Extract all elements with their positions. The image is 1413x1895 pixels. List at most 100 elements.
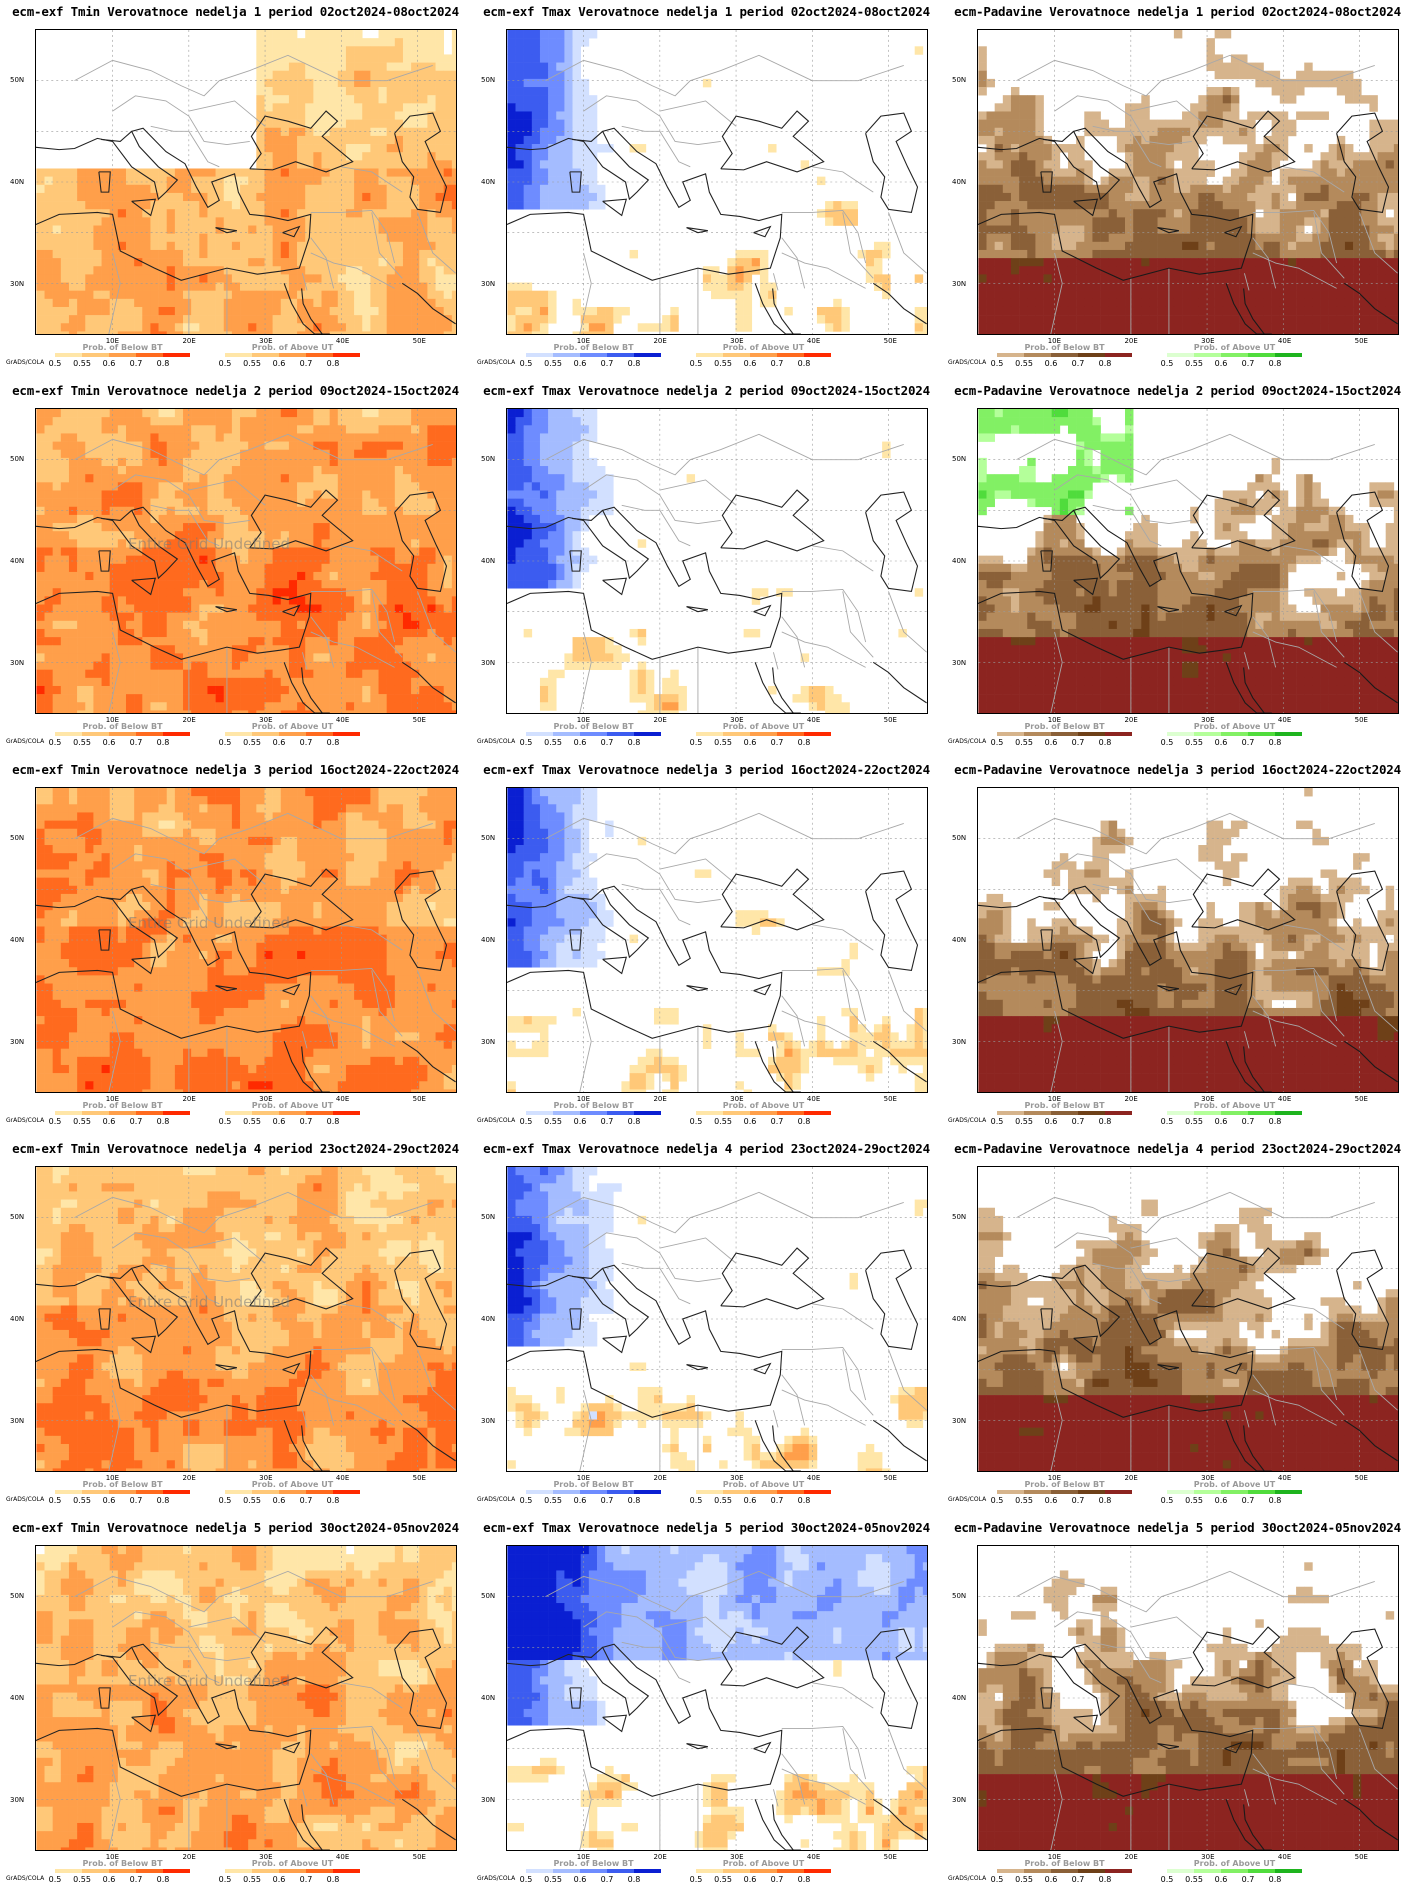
longitude-label: 20E [1124, 1095, 1138, 1103]
longitude-label: 20E [653, 1474, 667, 1482]
legend-swatch [1105, 1111, 1132, 1115]
legend-swatch [1275, 1111, 1302, 1115]
legend-swatch [109, 1869, 136, 1873]
legend-swatch [225, 353, 252, 357]
legend-tick: 0.5 [689, 1117, 703, 1126]
latitude-label: 50N [481, 76, 496, 84]
legend-tick: 0.6 [1214, 1496, 1228, 1505]
legend-swatch [1275, 353, 1302, 357]
legend-swatch [696, 732, 723, 736]
longitude-label: 40E [335, 1474, 350, 1482]
legend-tick: 0.7 [129, 1875, 143, 1884]
legend-tick: 0.8 [1098, 359, 1112, 368]
legend-tick: 0.8 [1268, 1496, 1282, 1505]
legend-swatch [526, 1490, 553, 1494]
legend-tick: 0.6 [1214, 1117, 1228, 1126]
forecast-map [977, 29, 1399, 335]
legend-tick: 0.55 [73, 1117, 91, 1126]
legend-tick: 0.5 [519, 359, 533, 368]
legend-swatch [252, 353, 279, 357]
longitude-label: 10E [105, 716, 120, 724]
legend-swatch [1194, 1490, 1221, 1494]
legend-tick: 0.6 [1044, 359, 1058, 368]
country-borders [74, 812, 456, 1092]
legend-swatch [163, 1869, 190, 1873]
legend-tick: 0.6 [1214, 1875, 1228, 1884]
legend-tick: 0.6 [573, 1875, 587, 1884]
latitude-label: 30N [481, 1417, 496, 1425]
legend-tick: 0.8 [326, 1875, 340, 1884]
legend-tick: 0.5 [1160, 359, 1174, 368]
legend-tick: 0.6 [102, 1117, 116, 1126]
longitude-label: 30E [730, 716, 744, 724]
legend-tick: 0.5 [218, 1496, 232, 1505]
legend-tick: 0.6 [573, 359, 587, 368]
legend-tick: 0.7 [1071, 359, 1085, 368]
legend-swatch [1078, 1490, 1105, 1494]
panel-title: ecm-Padavine Verovatnoce nedelja 3 perio… [954, 762, 1401, 777]
legend-tick: 0.5 [1160, 738, 1174, 747]
coastlines [978, 110, 1398, 334]
longitude-label: 30E [259, 337, 273, 345]
latitude-label: 40N [10, 557, 25, 565]
longitude-label: 40E [335, 1095, 350, 1103]
latitude-label: 40N [481, 936, 496, 944]
legend-swatch [55, 353, 82, 357]
longitude-label: 10E [576, 1095, 591, 1103]
legend-tick: 0.7 [600, 359, 614, 368]
legend-tick: 0.8 [797, 359, 811, 368]
longitude-label: 50E [1354, 1853, 1368, 1861]
below-probability-legend: Prob. of Below BT 0.5 0.55 0.6 0.7 0.8 [991, 1859, 1132, 1887]
latitude-label: 30N [952, 1796, 967, 1804]
above-probability-legend: Prob. of Above UT 0.5 0.55 0.6 0.7 0.8 [690, 1480, 831, 1508]
legend-tick: 0.5 [689, 738, 703, 747]
legend-color-ramp [1167, 1869, 1302, 1873]
legend-tick: 0.7 [1071, 1875, 1085, 1884]
legend-tick: 0.8 [627, 1875, 641, 1884]
legend-swatch [526, 353, 553, 357]
legend-tick: 0.55 [1185, 738, 1203, 747]
panel-title: ecm-exf Tmin Verovatnoce nedelja 4 perio… [12, 1141, 459, 1156]
legend-swatch [333, 1111, 360, 1115]
longitude-label: 20E [1124, 337, 1138, 345]
legend-tick: 0.55 [544, 1117, 562, 1126]
legend-tick: 0.5 [1160, 1496, 1174, 1505]
legend-swatch [55, 1111, 82, 1115]
legend-color-ramp [526, 1111, 661, 1115]
legend-tick: 0.6 [102, 1875, 116, 1884]
legend-tick: 0.6 [573, 1496, 587, 1505]
legend-title: Prob. of Below BT [553, 1859, 634, 1868]
longitude-label: 30E [1201, 337, 1215, 345]
legend-tick: 0.55 [73, 1496, 91, 1505]
probability-field [507, 1167, 927, 1471]
legend-swatch [723, 353, 750, 357]
latitude-label: 40N [10, 178, 25, 186]
forecast-panel: ecm-exf Tmin Verovatnoce nedelja 4 perio… [0, 1137, 471, 1516]
legend-tick: 0.55 [714, 1496, 732, 1505]
legend-swatch [333, 1869, 360, 1873]
legend-title: Prob. of Above UT [722, 1859, 805, 1868]
latitude-label: 40N [10, 1315, 25, 1323]
below-probability-legend: Prob. of Below BT 0.5 0.55 0.6 0.7 0.8 [520, 343, 661, 371]
forecast-panel: ecm-Padavine Verovatnoce nedelja 1 perio… [942, 0, 1413, 379]
longitude-label: 50E [883, 1095, 897, 1103]
below-probability-legend: Prob. of Below BT 0.5 0.55 0.6 0.7 0.8 [520, 1101, 661, 1129]
above-probability-legend: Prob. of Above UT 0.5 0.55 0.6 0.7 0.8 [1161, 343, 1302, 371]
legend-tick: 0.5 [689, 359, 703, 368]
legend-tick: 0.7 [299, 1117, 313, 1126]
legend-swatch [333, 353, 360, 357]
legend-swatch [1024, 1111, 1051, 1115]
legend-tick: 0.5 [48, 738, 62, 747]
latitude-label: 40N [10, 936, 25, 944]
legend-swatch [804, 353, 831, 357]
coastlines [978, 489, 1398, 713]
map-canvas [507, 788, 927, 1092]
legend-swatch [1221, 732, 1248, 736]
probability-field [507, 1546, 927, 1850]
legend-swatch [163, 1111, 190, 1115]
longitude-label: 50E [1354, 337, 1368, 345]
forecast-panel: ecm-Padavine Verovatnoce nedelja 5 perio… [942, 1516, 1413, 1895]
legend-swatch [696, 1490, 723, 1494]
legend-swatch [279, 1869, 306, 1873]
legend-swatch [580, 732, 607, 736]
